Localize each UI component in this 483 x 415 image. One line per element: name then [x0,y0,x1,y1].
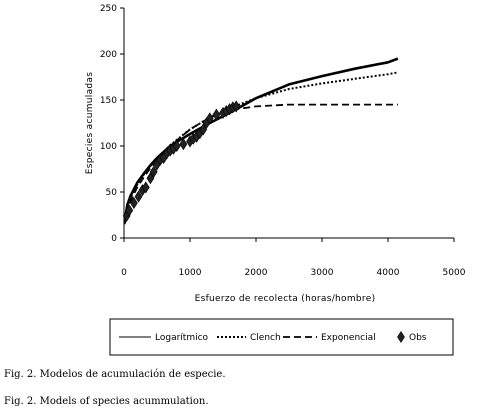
observed-point [205,112,214,125]
x-tick-label: 3000 [311,268,334,278]
observed-point [130,196,138,210]
y-axis-title: Especies acumuladas [85,72,95,174]
x-tick-label: 1000 [179,268,202,278]
observed-point [172,139,181,153]
x-tick-label: 2000 [245,268,268,278]
legend-item-dotted: Clench [217,333,281,343]
plot-area: 0 50 100 150 200 250 0 1000 2000 3000 4000 5000 [100,4,466,278]
y-tick-label: 200 [100,50,117,60]
legend-box [109,318,454,356]
caption-english: Fig. 2. Models of species acummulation. [4,396,209,407]
series-lines [123,57,399,225]
x-axis-title: Esfuerzo de recolecta (horas/hombre) [195,294,376,304]
x-axis-ticks: 0 1000 2000 3000 4000 5000 [121,238,466,278]
x-tick-label: 4000 [377,268,400,278]
legend-swatch-diamond [397,330,405,344]
legend-label: Logarítmico [155,333,209,343]
observed-point [179,138,188,151]
observed-point [146,172,155,185]
observed-point [199,123,208,136]
observed-markers [122,100,241,222]
caption-spanish: Fig. 2. Modelos de acumulación de especi… [4,369,226,380]
legend-label: Clench [250,333,281,343]
legend-item-solid: Logarítmico [119,333,209,343]
observed-point [232,100,241,113]
legend: Logarítmico Clench Exponencial Obs [109,318,454,356]
y-tick-label: 0 [111,234,117,244]
legend-label: Exponencial [321,333,376,343]
x-tick-label: 0 [121,268,127,278]
observed-point [141,181,150,194]
y-tick-label: 150 [100,96,117,106]
legend-item-dashed: Exponencial [283,333,376,343]
y-axis-ticks: 0 50 100 150 200 250 [100,4,124,244]
x-tick-label: 5000 [443,268,466,278]
series-line-solid [123,57,399,222]
observed-point [149,165,158,178]
y-tick-label: 250 [100,4,117,14]
legend-item-marker: Obs [397,330,427,344]
series-line-dashed [123,103,398,225]
observed-point [125,204,134,217]
series-line-dotted [123,71,399,224]
observed-point [134,190,143,203]
y-tick-label: 100 [100,142,117,152]
legend-label: Obs [409,333,427,343]
observed-point [212,108,221,121]
y-tick-label: 50 [106,188,118,198]
